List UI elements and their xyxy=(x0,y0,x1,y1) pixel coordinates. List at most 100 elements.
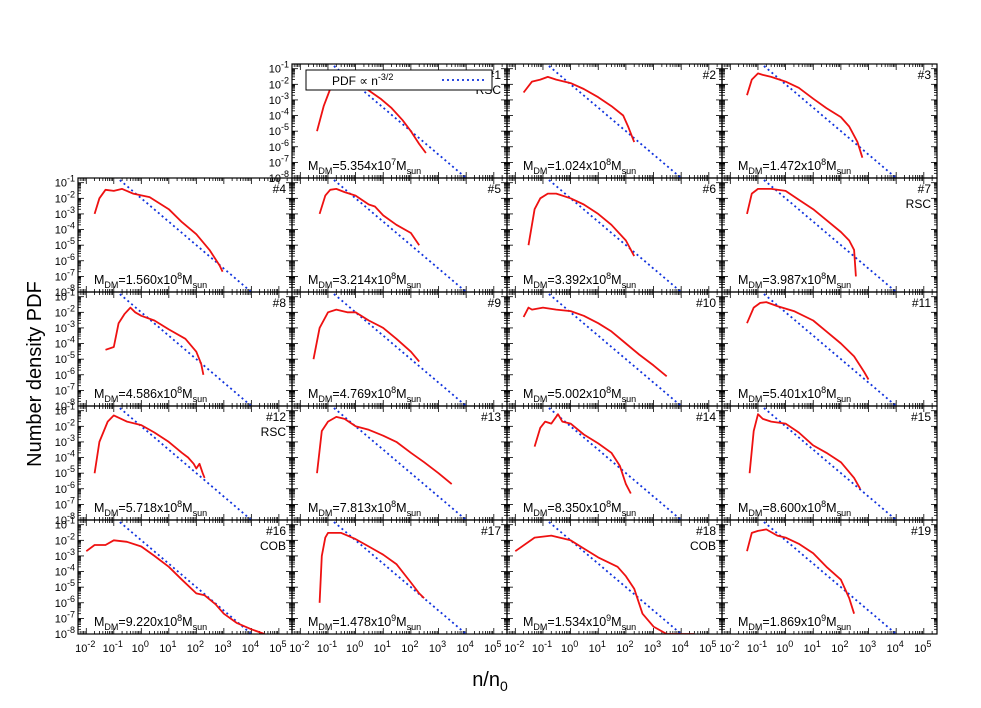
pdf-curve-3 xyxy=(746,72,864,158)
panel-id-label: #10 xyxy=(696,296,716,310)
panel-12: #12RSCMDM=5.718x108Msun10-110-210-310-41… xyxy=(55,402,293,527)
x-tick-label: 10-1 xyxy=(103,639,123,655)
x-tick-label: 105 xyxy=(269,639,286,655)
mass-label: MDM=1.869x109Msun xyxy=(738,613,851,632)
mass-label: MDM=5.354x107Msun xyxy=(308,157,421,176)
panel-id-label: #5 xyxy=(488,182,502,196)
legend: PDF ∝ n-3/2 xyxy=(305,69,493,91)
y-tick-label: 10-2 xyxy=(55,531,75,547)
panel-id-label: #17 xyxy=(481,524,501,538)
x-tick-label: 104 xyxy=(242,639,259,655)
x-tick-label: 10-2 xyxy=(75,639,95,655)
pdf-curve-14 xyxy=(533,413,632,494)
pdf-curve-8 xyxy=(105,306,205,375)
y-axis-title: Number density PDF xyxy=(24,281,46,467)
panel-id-label: #3 xyxy=(918,68,932,82)
mass-label: MDM=3.392x108Msun xyxy=(523,271,636,290)
pdf-curve-4 xyxy=(93,187,224,273)
y-tick-label: 10-3 xyxy=(55,319,75,335)
panel-6: #6 MDM=3.392x108Msun xyxy=(506,177,723,293)
pdf-curve-6 xyxy=(527,192,635,257)
y-tick-label: 10-6 xyxy=(269,138,289,154)
x-axis-title-sub: 0 xyxy=(500,678,508,694)
mass-label: MDM=1.024x108Msun xyxy=(523,157,636,176)
pdf-curve-16 xyxy=(85,539,265,634)
mass-label: MDM=7.813x108Msun xyxy=(308,499,421,518)
y-tick-label: 10-7 xyxy=(269,153,289,169)
y-tick-label: 10-4 xyxy=(55,449,75,465)
y-tick-label: 10-6 xyxy=(55,480,75,496)
panel-id-label: #2 xyxy=(703,68,717,82)
pdf-curve-10 xyxy=(522,306,668,377)
x-axis-title: n/n0 xyxy=(472,669,508,694)
mass-label: MDM=9.220x108Msun xyxy=(94,613,207,632)
x-tick-label: 104 xyxy=(457,639,474,655)
pdf-curve-12 xyxy=(93,414,206,479)
x-tick-label: 100 xyxy=(776,639,793,655)
powerlaw-line xyxy=(330,292,468,406)
powerlaw-line xyxy=(116,178,253,292)
panel-1: #1RSCMDM=5.354x107Msun10-110-210-310-410… xyxy=(269,60,508,185)
panel-id-label: #8 xyxy=(273,296,287,310)
y-tick-label: 10-5 xyxy=(55,350,75,366)
y-tick-label: 10-3 xyxy=(269,91,289,107)
pdf-curve-9 xyxy=(312,308,420,363)
panel-2: #2 MDM=1.024x108Msun xyxy=(506,63,723,179)
panel-14: #14 MDM=8.350x108Msun xyxy=(506,405,723,521)
panel-annotation: RSC xyxy=(906,197,932,211)
y-tick-label: 10-3 xyxy=(55,205,75,221)
panel-id-label: #4 xyxy=(273,182,287,196)
powerlaw-line xyxy=(545,520,683,634)
pdf-curve-2 xyxy=(522,76,636,143)
panel-id-label: #6 xyxy=(703,182,717,196)
x-tick-label: 102 xyxy=(616,639,633,655)
mass-label: MDM=5.401x108Msun xyxy=(738,385,851,404)
powerlaw-line xyxy=(116,520,253,634)
y-tick-label: 10-4 xyxy=(55,563,75,579)
y-tick-label: 10-4 xyxy=(269,107,289,123)
y-tick-label: 10-3 xyxy=(55,433,75,449)
mass-label: MDM=8.350x108Msun xyxy=(523,499,636,518)
powerlaw-line xyxy=(330,406,468,520)
mass-label: MDM=4.586x108Msun xyxy=(94,385,207,404)
pdf-curve-18 xyxy=(514,534,695,634)
powerlaw-line xyxy=(545,406,683,520)
y-tick-label: 10-1 xyxy=(269,60,289,76)
pdf-curve-5 xyxy=(318,187,420,246)
panel-3: #3 MDM=1.472x108Msun xyxy=(721,63,938,179)
x-tick-label: 100 xyxy=(561,639,578,655)
panel-annotation: RSC xyxy=(261,425,287,439)
mass-label: MDM=1.560x108Msun xyxy=(94,271,207,290)
powerlaw-line xyxy=(760,520,898,634)
y-tick-label: 10-4 xyxy=(55,221,75,237)
powerlaw-line xyxy=(545,292,683,406)
x-tick-label: 10-2 xyxy=(504,639,524,655)
pdf-curve-19 xyxy=(746,528,855,614)
y-tick-label: 10-4 xyxy=(55,335,75,351)
panel-annotation: COB xyxy=(690,539,716,553)
y-tick-label: 10-2 xyxy=(55,303,75,319)
mass-label: MDM=5.002x108Msun xyxy=(523,385,636,404)
panel-17: #17 MDM=1.478x109Msun 10-2 10-1 100 101 102 103… xyxy=(289,519,508,655)
y-tick-label: 10-5 xyxy=(55,464,75,480)
x-tick-label: 105 xyxy=(484,639,501,655)
x-tick-label: 100 xyxy=(346,639,363,655)
x-tick-label: 102 xyxy=(831,639,848,655)
x-tick-label: 10-1 xyxy=(532,639,552,655)
x-tick-label: 100 xyxy=(132,639,149,655)
panel-id-label: #18 xyxy=(696,524,716,538)
x-tick-label: 101 xyxy=(589,639,606,655)
panel-id-label: #13 xyxy=(481,410,501,424)
x-tick-label: 104 xyxy=(887,639,904,655)
panel-annotation: COB xyxy=(260,539,286,553)
y-tick-label: 10-7 xyxy=(55,609,75,625)
y-tick-label: 10-1 xyxy=(55,402,75,418)
y-tick-label: 10-2 xyxy=(269,75,289,91)
pdf-curve-13 xyxy=(316,415,453,485)
y-tick-label: 10-1 xyxy=(55,516,75,532)
panel-id-label: #12 xyxy=(266,410,286,424)
powerlaw-line xyxy=(545,64,683,178)
y-tick-label: 10-5 xyxy=(55,236,75,252)
panel-9: #9 MDM=4.769x108Msun xyxy=(291,291,508,407)
